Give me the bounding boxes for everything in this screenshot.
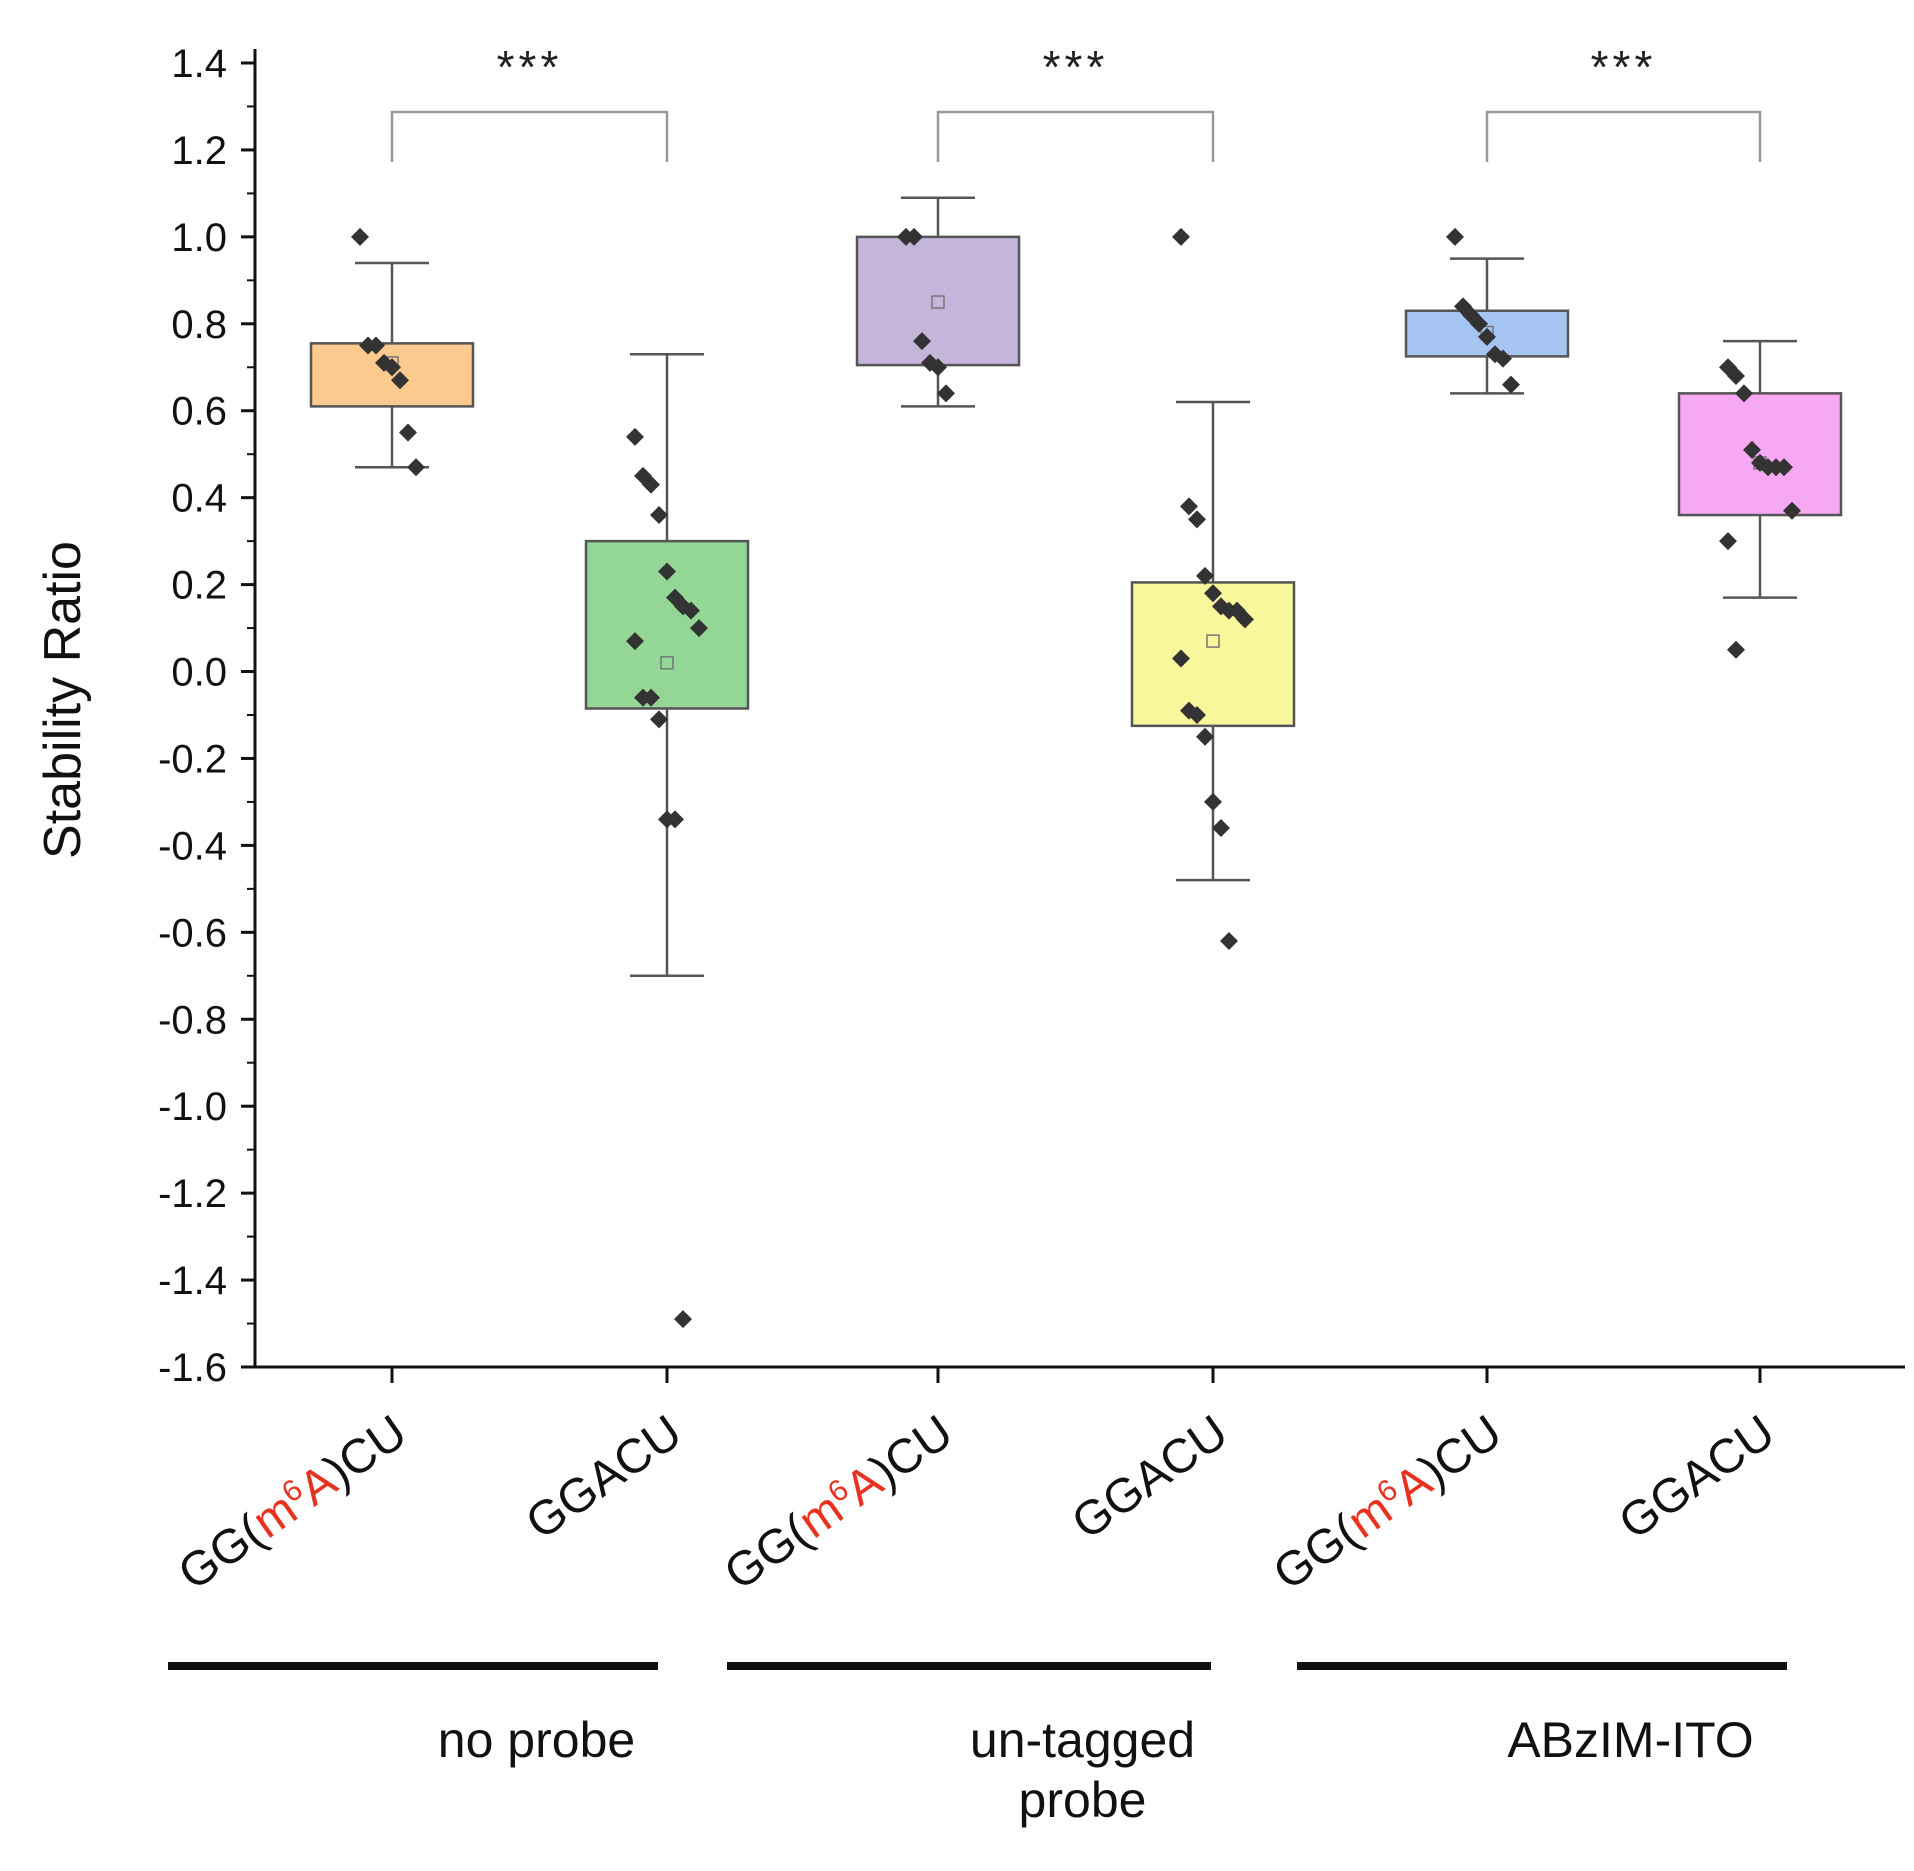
data-points: [351, 228, 1801, 1328]
y-ticks: 1.4 1.2 1.0 0.8 0.6 0.4 0.2 0.0 -0.2 -0.4 -0.6 -0.8…: [158, 42, 255, 1390]
boxes: [311, 198, 1841, 976]
y-tick-label: -1.6: [158, 1346, 227, 1390]
y-tick-label: 1.2: [171, 129, 227, 173]
y-axis-title: Stability Ratio: [34, 541, 92, 859]
data-point: [1719, 532, 1737, 550]
y-tick-label: -0.2: [158, 737, 227, 781]
group-label: ABzIM-ITO: [1507, 1712, 1753, 1768]
y-tick-label: 0.0: [171, 651, 227, 695]
box-2: [586, 354, 748, 976]
data-point: [1212, 819, 1230, 837]
significance-bracket: [392, 112, 667, 162]
data-point: [650, 710, 668, 728]
significance-bracket: [1487, 112, 1760, 162]
data-point: [650, 506, 668, 524]
x-category-label: GGACU: [1063, 1406, 1238, 1550]
x-category-label: GG(m6A)CU: [169, 1406, 416, 1601]
box-iqr: [857, 237, 1019, 365]
data-point: [1196, 728, 1214, 746]
y-tick-label: -0.8: [158, 998, 227, 1042]
y-tick-label: 1.0: [171, 216, 227, 260]
data-point: [674, 1310, 692, 1328]
y-tick-label: -1.2: [158, 1172, 227, 1216]
y-tick-label: -0.4: [158, 824, 227, 868]
x-category-label: GG(m6A)CU: [715, 1406, 962, 1601]
group-label: no probe: [438, 1712, 635, 1768]
box-5: [1406, 259, 1568, 394]
y-tick-label: 0.2: [171, 564, 227, 608]
significance-brackets: *** *** ***: [392, 41, 1760, 162]
data-point: [1727, 641, 1745, 659]
significance-label: ***: [497, 41, 563, 93]
data-point: [1204, 793, 1222, 811]
axes: [255, 49, 1905, 1383]
y-tick-label: 0.4: [171, 477, 227, 521]
significance-label: ***: [1591, 41, 1657, 93]
data-point: [1446, 228, 1464, 246]
data-point: [407, 458, 425, 476]
y-tick-label: -0.6: [158, 911, 227, 955]
y-tick-label: -1.4: [158, 1259, 227, 1303]
significance-bracket: [938, 112, 1213, 162]
data-point: [1172, 228, 1190, 246]
data-point: [399, 423, 417, 441]
y-tick-label: 1.4: [171, 42, 227, 86]
x-category-label: GGACU: [1610, 1406, 1785, 1550]
data-point: [1220, 932, 1238, 950]
data-point: [351, 228, 369, 246]
group-label: probe: [1019, 1772, 1147, 1828]
x-category-label: GG(m6A)CU: [1264, 1406, 1511, 1601]
y-tick-label: -1.0: [158, 1085, 227, 1129]
box-plot-chart: 1.4 1.2 1.0 0.8 0.6 0.4 0.2 0.0 -0.2 -0.4 -0.6 -0.8…: [0, 0, 1914, 1871]
data-point: [626, 428, 644, 446]
data-point: [1502, 376, 1520, 394]
y-tick-label: 0.8: [171, 303, 227, 347]
data-point: [937, 384, 955, 402]
x-category-label: GGACU: [517, 1406, 692, 1550]
group-label: un-tagged: [970, 1712, 1195, 1768]
box-iqr: [1132, 582, 1294, 725]
y-tick-label: 0.6: [171, 390, 227, 434]
significance-label: ***: [1043, 41, 1109, 93]
